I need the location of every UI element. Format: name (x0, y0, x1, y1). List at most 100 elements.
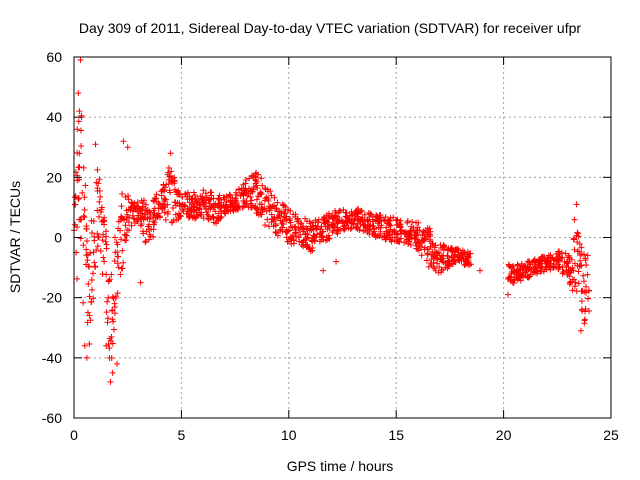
data-point (221, 207, 228, 214)
data-point (207, 206, 214, 213)
data-point (508, 270, 515, 277)
data-point (158, 192, 165, 199)
data-point (585, 308, 592, 315)
data-point (574, 229, 581, 236)
data-point (161, 186, 168, 193)
data-point (335, 214, 342, 221)
data-point (142, 239, 149, 246)
data-point (265, 197, 272, 204)
data-point (582, 255, 589, 262)
data-point (289, 232, 296, 239)
data-point (278, 220, 285, 227)
data-point (248, 172, 255, 179)
data-point (201, 197, 208, 204)
y-tick-labels: -60 -40 -20 0 20 40 60 (42, 49, 62, 426)
data-point (553, 256, 560, 263)
data-point (583, 261, 590, 268)
data-point (419, 231, 426, 238)
data-point (94, 230, 101, 237)
data-point (111, 304, 118, 311)
data-point (300, 237, 307, 244)
data-point-outlier (333, 258, 340, 265)
data-point (155, 205, 162, 212)
data-point (87, 249, 94, 256)
data-point (576, 240, 583, 247)
x-axis-label: GPS time / hours (287, 458, 394, 474)
data-point (420, 228, 427, 235)
data-point (524, 258, 531, 265)
data-point (150, 226, 157, 233)
data-point (223, 198, 230, 205)
data-point (421, 244, 428, 251)
data-point (396, 220, 403, 227)
data-point (120, 259, 127, 266)
data-point (340, 206, 347, 213)
data-point (272, 205, 279, 212)
data-point (103, 233, 110, 240)
data-point (584, 252, 591, 259)
data-point (221, 194, 228, 201)
data-point (416, 247, 423, 254)
data-point (86, 263, 93, 270)
data-point (85, 281, 92, 288)
data-point-outlier (113, 360, 120, 367)
data-point (576, 263, 583, 270)
data-point (112, 293, 119, 300)
data-point (164, 211, 171, 218)
data-point (463, 260, 470, 267)
data-point (210, 201, 217, 208)
data-point (162, 204, 169, 211)
data-point (356, 226, 363, 233)
data-point (374, 214, 381, 221)
data-point (271, 194, 278, 201)
data-point (247, 200, 254, 207)
data-point (94, 166, 101, 173)
data-point (464, 251, 471, 258)
data-point (365, 209, 372, 216)
data-point (376, 218, 383, 225)
data-point-outlier (320, 267, 327, 274)
data-point (125, 192, 132, 199)
data-point (302, 215, 309, 222)
data-point (323, 218, 330, 225)
data-point (109, 307, 116, 314)
data-point (91, 259, 98, 266)
data-point (513, 268, 520, 275)
data-point (160, 202, 167, 209)
data-point (197, 193, 204, 200)
data-point (575, 233, 582, 240)
data-point (290, 236, 297, 243)
data-point (416, 238, 423, 245)
data-point (217, 204, 224, 211)
data-point (96, 213, 103, 220)
data-point (110, 318, 117, 325)
data-point (330, 227, 337, 234)
data-point (81, 206, 88, 213)
data-point (80, 213, 87, 220)
data-point (576, 248, 583, 255)
data-point (165, 176, 172, 183)
data-point (157, 214, 164, 221)
data-point (394, 230, 401, 237)
data-point (232, 189, 239, 196)
data-point (131, 202, 138, 209)
data-point (229, 200, 236, 207)
data-point (405, 240, 412, 247)
data-point (420, 236, 427, 243)
data-point (320, 228, 327, 235)
data-point (581, 251, 588, 258)
data-point (299, 223, 306, 230)
data-point (567, 278, 574, 285)
data-point (404, 233, 411, 240)
data-point (274, 199, 281, 206)
data-point (283, 234, 290, 241)
data-point (118, 215, 125, 222)
data-point (406, 238, 413, 245)
data-point (577, 257, 584, 264)
data-point (452, 248, 459, 255)
data-point (259, 182, 266, 189)
data-point (218, 213, 225, 220)
data-point (256, 191, 263, 198)
data-point (90, 218, 97, 225)
x-tick-label: 10 (281, 427, 297, 443)
